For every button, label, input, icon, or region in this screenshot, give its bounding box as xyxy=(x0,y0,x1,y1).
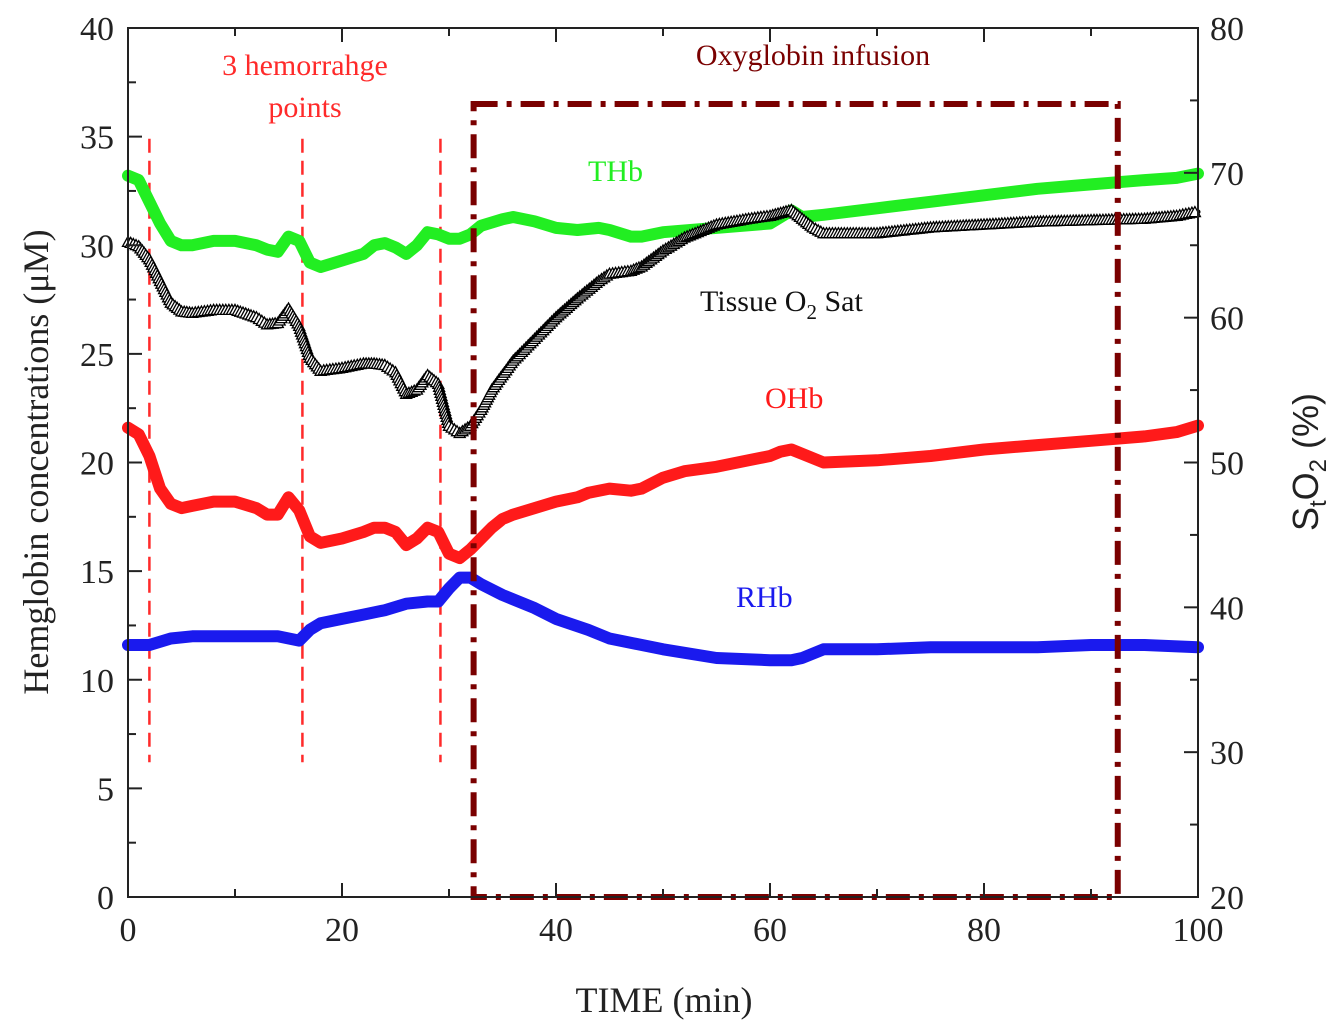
y-right-title-sub2: 2 xyxy=(1305,459,1329,472)
annotation-thb: THb xyxy=(588,155,643,188)
annotation-oxyglobin-infusion: Oxyglobin infusion xyxy=(696,39,930,72)
x-tick-label: 80 xyxy=(967,912,1001,949)
y-right-title-tail: (%) xyxy=(1285,393,1326,459)
y-right-tick-label: 70 xyxy=(1210,156,1244,193)
plot-frame xyxy=(127,27,1199,898)
y-left-tick-label: 0 xyxy=(97,880,114,917)
y-right-title-sub1: t xyxy=(1305,500,1329,507)
y-left-tick-label: 40 xyxy=(80,11,114,48)
annotation-hemorrhage-line1: 3 hemorrahge xyxy=(222,49,388,82)
y-left-tick-label: 15 xyxy=(80,554,114,591)
y-right-title-base: S xyxy=(1285,507,1326,531)
y-right-tick-label: 60 xyxy=(1210,301,1244,338)
y-left-tick-label: 20 xyxy=(80,446,114,483)
x-tick-label: 0 xyxy=(120,912,137,949)
series-ohb xyxy=(122,419,1204,565)
axis-ticks: 0 20 40 60 80 100 0 5 10 15 20 25 30 35 40 20 30 40 50 60 70… xyxy=(80,11,1244,949)
y-right-title-mid: O xyxy=(1285,472,1326,500)
annotation-hemorrhage-line2: points xyxy=(268,91,341,124)
x-tick-label: 100 xyxy=(1173,912,1224,949)
y-right-tick-label: 20 xyxy=(1210,880,1244,917)
tissue-label-suffix: Sat xyxy=(817,285,864,318)
y-right-axis-title: StO2 (%) xyxy=(1285,393,1329,531)
x-tick-label: 60 xyxy=(753,912,787,949)
y-left-tick-label: 5 xyxy=(97,771,114,808)
series-tissue-o2-sat-markers xyxy=(121,203,1202,439)
y-right-tick-label: 50 xyxy=(1210,446,1244,483)
annotation-rhb: RHb xyxy=(736,581,793,614)
x-axis-title: TIME (min) xyxy=(576,980,753,1020)
axes-frame xyxy=(127,27,1199,898)
y-left-tick-label: 25 xyxy=(80,337,114,374)
series-thb xyxy=(122,167,1204,273)
x-tick-label: 40 xyxy=(539,912,573,949)
annotation-ohb: OHb xyxy=(765,382,823,415)
series-rhb xyxy=(122,571,1204,667)
x-tick-label: 20 xyxy=(325,912,359,949)
y-left-tick-label: 30 xyxy=(80,228,114,265)
y-right-tick-label: 30 xyxy=(1210,735,1244,772)
plot-layer xyxy=(121,101,1204,901)
y-left-tick-label: 35 xyxy=(80,120,114,157)
y-left-tick-label: 10 xyxy=(80,663,114,700)
tissue-label-prefix: Tissue O xyxy=(700,285,806,318)
tissue-label-sub: 2 xyxy=(806,300,817,324)
y-right-tick-label: 40 xyxy=(1210,590,1244,627)
annotation-tissue-o2-sat: Tissue O2 Sat xyxy=(700,285,863,324)
y-left-axis-title: Hemglobin concentrations (μM) xyxy=(16,229,56,694)
y-right-tick-label: 80 xyxy=(1210,11,1244,48)
